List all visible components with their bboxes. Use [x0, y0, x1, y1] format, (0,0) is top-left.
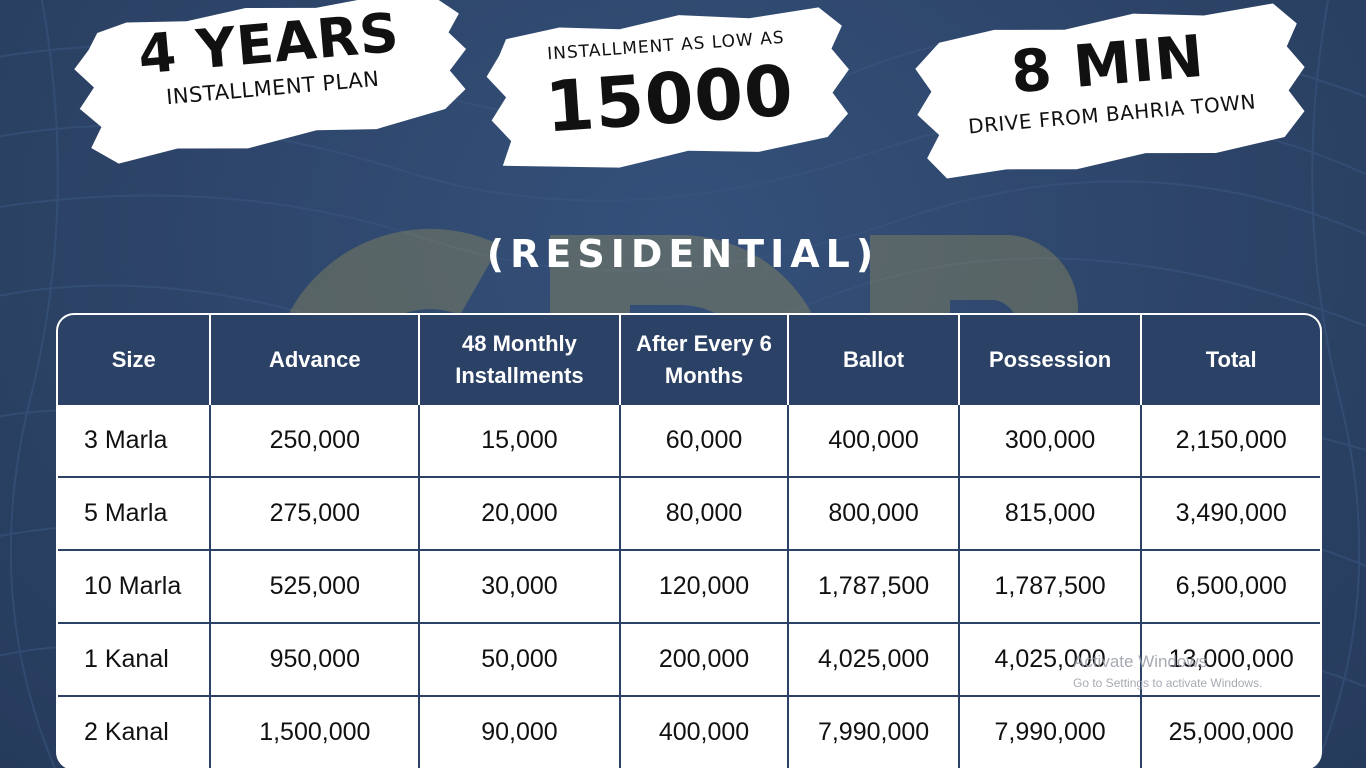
table-cell: 300,000	[958, 405, 1143, 478]
table-cell: 50,000	[419, 622, 621, 697]
table-cell: 950,000	[210, 622, 421, 697]
drive-time-badge: 8 MIN DRIVE FROM BAHRIA TOWN	[903, 0, 1316, 193]
table-cell: 1,787,500	[958, 549, 1143, 624]
installment-min-badge: INSTALLMENT AS LOW AS 15000	[479, 0, 860, 186]
table-cell: 1 Kanal	[58, 622, 212, 697]
table-cell: 13,000,000	[1141, 622, 1320, 697]
table-cell: 4,025,000	[788, 622, 960, 697]
table-cell: 5 Marla	[58, 476, 212, 551]
table-cell: 800,000	[788, 476, 960, 551]
activate-windows-subtitle: Go to Settings to activate Windows.	[1073, 676, 1263, 690]
brush-stroke-shape	[915, 3, 1305, 179]
table-cell: 15,000	[419, 405, 621, 478]
column-header: Ballot	[788, 315, 960, 405]
column-header: Total	[1141, 315, 1320, 405]
column-header: Possession	[958, 315, 1143, 405]
table-cell: 60,000	[619, 405, 790, 478]
table-cell: 2,150,000	[1141, 405, 1320, 478]
table-cell: 275,000	[210, 476, 421, 551]
price-table: Size Advance 48 Monthly Installments Aft…	[58, 315, 1320, 768]
table-row: 1 Kanal 950,000 50,000 200,000 4,025,000…	[58, 622, 1320, 697]
table-cell: 30,000	[419, 549, 621, 624]
table-cell: 25,000,000	[1168, 717, 1294, 746]
table-row: 5 Marla 275,000 20,000 80,000 800,000 81…	[58, 476, 1320, 551]
table-cell: 2 Kanal	[58, 695, 212, 768]
table-cell: 7,990,000	[958, 695, 1143, 768]
table-cell: 90,000	[419, 695, 621, 768]
table-cell: 80,000	[619, 476, 790, 551]
brush-stroke-shape	[486, 7, 849, 168]
column-header: Size	[58, 315, 212, 405]
installment-years-badge: 4 YEARS INSTALLMENT PLAN	[66, 0, 478, 177]
activate-windows-watermark: Activate Windows Go to Settings to activ…	[1073, 652, 1262, 690]
table-cell: 1,500,000	[210, 695, 421, 768]
table-cell: 3 Marla	[58, 405, 212, 478]
table-cell: 200,000	[619, 622, 790, 697]
column-header: Advance	[210, 315, 421, 405]
table-row: 2 Kanal 1,500,000 90,000 400,000 7,990,0…	[58, 695, 1320, 768]
column-header: 48 Monthly Installments	[419, 315, 621, 405]
table-cell: 120,000	[619, 549, 790, 624]
column-header: After Every 6 Months	[619, 315, 790, 405]
activate-windows-title: Activate Windows	[1073, 652, 1208, 671]
table-header-row: Size Advance 48 Monthly Installments Aft…	[58, 315, 1320, 405]
brush-stroke-shape	[74, 0, 467, 164]
table-row: 3 Marla 250,000 15,000 60,000 400,000 30…	[58, 405, 1320, 478]
table-cell: 400,000	[788, 405, 960, 478]
table-cell: 250,000	[210, 405, 421, 478]
table-cell: 7,990,000	[788, 695, 960, 768]
table-cell: 3,490,000	[1141, 476, 1320, 551]
table-cell: 400,000	[619, 695, 790, 768]
section-heading: (RESIDENTIAL)	[486, 232, 880, 276]
table-cell: 10 Marla	[58, 549, 212, 624]
table-cell: 6,500,000	[1141, 549, 1320, 624]
table-cell: 525,000	[210, 549, 421, 624]
table-cell: 4,025,000	[958, 622, 1143, 697]
table-row: 10 Marla 525,000 30,000 120,000 1,787,50…	[58, 549, 1320, 624]
price-table-container: Size Advance 48 Monthly Installments Aft…	[56, 313, 1322, 768]
table-cell: 815,000	[958, 476, 1143, 551]
table-cell: 20,000	[419, 476, 621, 551]
table-cell: 1,787,500	[788, 549, 960, 624]
